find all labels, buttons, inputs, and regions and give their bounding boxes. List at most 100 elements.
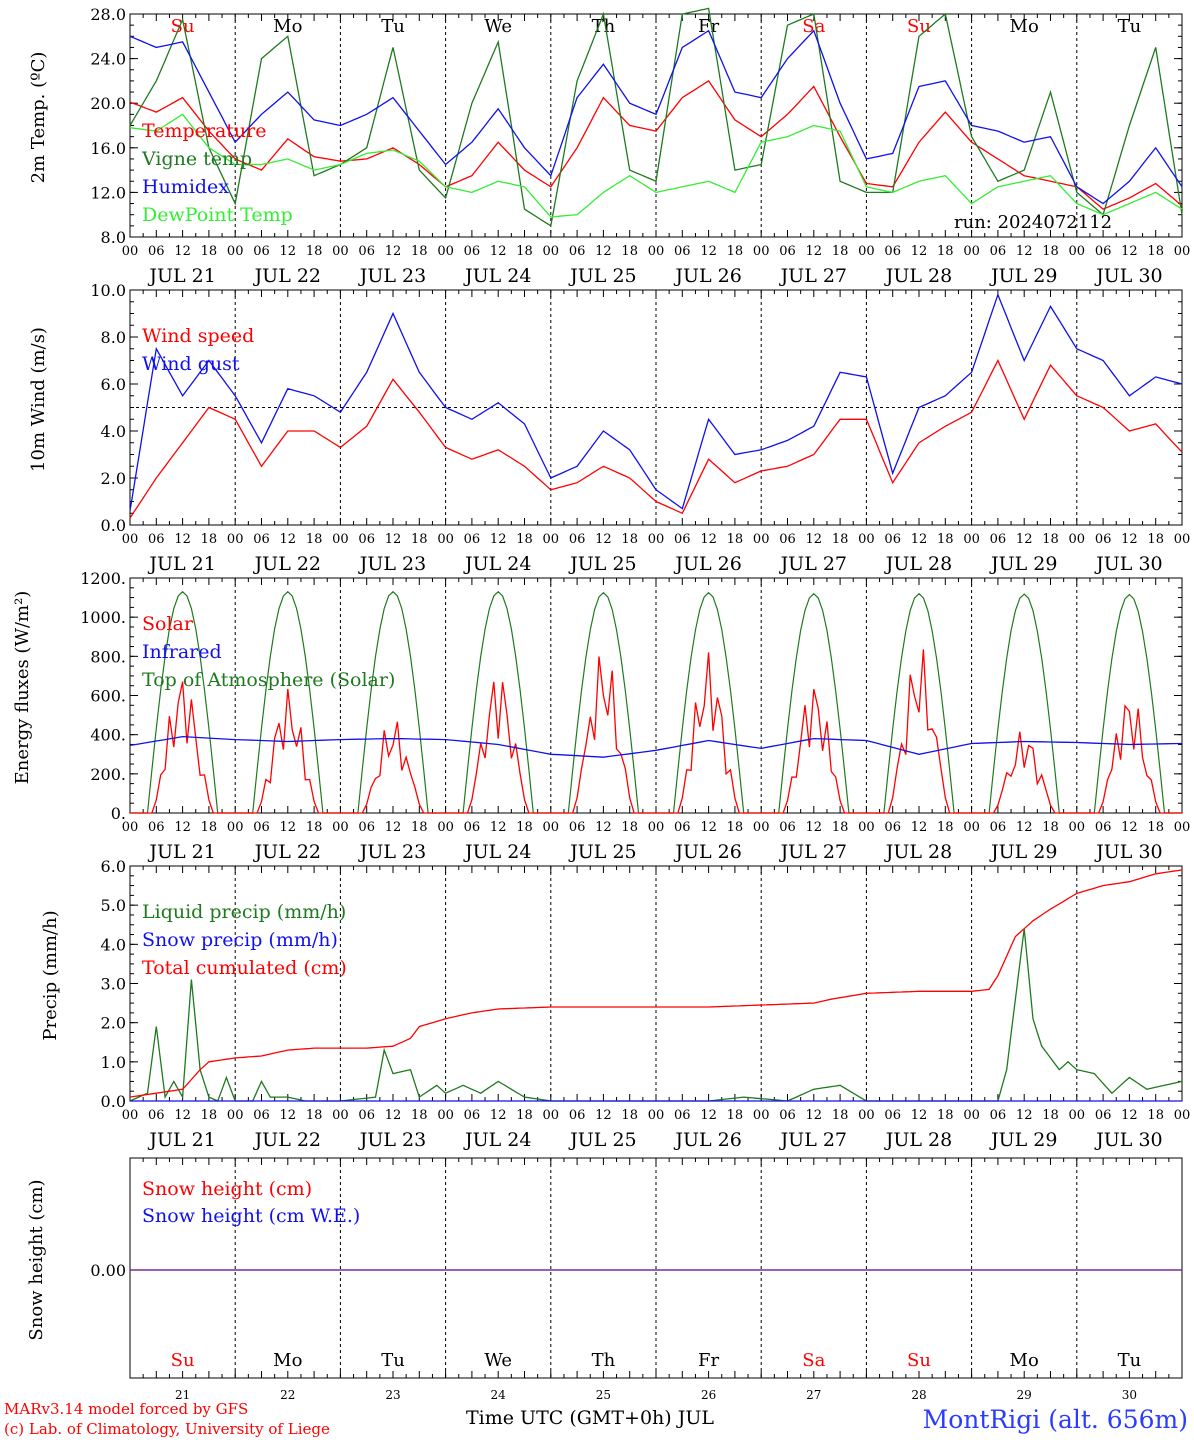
date-label: JUL 26 bbox=[673, 1129, 741, 1151]
hour-tick-label: 18 bbox=[1042, 244, 1059, 259]
hour-tick-label: 18 bbox=[1042, 532, 1059, 547]
y-tick-label: 5.0 bbox=[101, 896, 126, 915]
hour-tick-label: 00 bbox=[858, 244, 875, 259]
hour-tick-label: 12 bbox=[806, 532, 823, 547]
hour-tick-label: 18 bbox=[621, 1108, 638, 1123]
series-wind-gust bbox=[129, 292, 1183, 512]
hour-tick-label: 18 bbox=[727, 1108, 744, 1123]
hour-tick-label: 06 bbox=[148, 1108, 165, 1123]
hour-tick-label: 06 bbox=[674, 1108, 691, 1123]
hour-tick-label: 12 bbox=[911, 244, 928, 259]
y-tick-label: 0. bbox=[111, 804, 126, 823]
hour-tick-label: 00 bbox=[648, 820, 665, 835]
day-number: 22 bbox=[280, 1388, 295, 1402]
hour-tick-label: 12 bbox=[595, 1108, 612, 1123]
hour-tick-label: 06 bbox=[990, 820, 1007, 835]
hour-tick-label: 06 bbox=[253, 244, 270, 259]
hour-tick-label: 06 bbox=[1095, 532, 1112, 547]
hour-tick-label: 00 bbox=[753, 820, 770, 835]
hour-tick-label: 06 bbox=[779, 532, 796, 547]
weekday-label: Th bbox=[592, 1350, 616, 1371]
hour-tick-label: 00 bbox=[227, 820, 244, 835]
day-number: 28 bbox=[911, 1388, 926, 1402]
hour-tick-label: 00 bbox=[332, 1108, 349, 1123]
series-vigne-temp bbox=[129, 7, 1183, 227]
date-label: JUL 22 bbox=[253, 841, 321, 863]
hour-tick-label: 12 bbox=[280, 244, 297, 259]
weekday-label: Su bbox=[171, 1350, 195, 1371]
day-number: 30 bbox=[1122, 1388, 1137, 1402]
hour-tick-label: 06 bbox=[884, 532, 901, 547]
series-dewpoint-temp bbox=[129, 113, 1183, 218]
date-label: JUL 23 bbox=[358, 265, 426, 287]
y-tick-label: 600. bbox=[90, 687, 126, 706]
date-label: JUL 24 bbox=[463, 265, 531, 287]
date-label: JUL 23 bbox=[358, 841, 426, 863]
hour-tick-label: 00 bbox=[227, 1108, 244, 1123]
hour-tick-label: 12 bbox=[490, 244, 507, 259]
hour-tick-label: 00 bbox=[963, 244, 980, 259]
series-liquid-precip-mm-h bbox=[129, 928, 1183, 1102]
hour-tick-label: 00 bbox=[963, 820, 980, 835]
hour-tick-label: 00 bbox=[858, 532, 875, 547]
hour-tick-label: 06 bbox=[464, 244, 481, 259]
station-name: MontRigi (alt. 656m) bbox=[923, 1405, 1188, 1434]
hour-tick-label: 00 bbox=[963, 532, 980, 547]
day-number: 24 bbox=[491, 1388, 507, 1402]
y-tick-label: 0.00 bbox=[90, 1261, 126, 1280]
date-label: JUL 30 bbox=[1094, 553, 1162, 575]
hour-tick-label: 00 bbox=[227, 532, 244, 547]
date-label: JUL 27 bbox=[779, 553, 847, 575]
date-label: JUL 22 bbox=[253, 265, 321, 287]
weekday-label: Sa bbox=[802, 16, 825, 37]
legend-wind-speed: Wind speed bbox=[142, 325, 254, 347]
weekday-label: Mo bbox=[273, 16, 302, 37]
hour-tick-label: 00 bbox=[1069, 244, 1086, 259]
series-wind-speed bbox=[129, 358, 1183, 519]
hour-tick-label: 12 bbox=[700, 820, 717, 835]
hour-tick-label: 06 bbox=[464, 532, 481, 547]
hour-tick-label: 00 bbox=[648, 532, 665, 547]
legend-wind-gust: Wind gust bbox=[142, 353, 240, 375]
hour-tick-label: 12 bbox=[700, 532, 717, 547]
y-tick-label: 400. bbox=[90, 726, 126, 745]
hour-tick-label: 18 bbox=[411, 1108, 428, 1123]
panel-2-ylabel: 10m Wind (m/s) bbox=[28, 327, 49, 472]
hour-tick-label: 00 bbox=[122, 532, 139, 547]
hour-tick-label: 00 bbox=[648, 1108, 665, 1123]
hour-tick-label: 18 bbox=[621, 820, 638, 835]
hour-tick-label: 00 bbox=[1069, 1108, 1086, 1123]
hour-tick-label: 06 bbox=[990, 244, 1007, 259]
hour-tick-label: 00 bbox=[858, 1108, 875, 1123]
day-number: 21 bbox=[175, 1388, 190, 1402]
hour-tick-label: 00 bbox=[858, 820, 875, 835]
y-tick-label: 20.0 bbox=[90, 94, 126, 113]
hour-tick-label: 12 bbox=[806, 244, 823, 259]
hour-tick-label: 06 bbox=[358, 244, 375, 259]
hour-tick-label: 06 bbox=[779, 1108, 796, 1123]
hour-tick-label: 12 bbox=[911, 1108, 928, 1123]
legend-snow-height-cm: Snow height (cm) bbox=[142, 1178, 312, 1200]
date-label: JUL 22 bbox=[253, 1129, 321, 1151]
hour-tick-label: 12 bbox=[174, 820, 191, 835]
hour-tick-label: 18 bbox=[411, 244, 428, 259]
date-label: JUL 21 bbox=[147, 1129, 215, 1151]
series-humidex bbox=[129, 29, 1183, 205]
hour-tick-label: 18 bbox=[201, 820, 218, 835]
hour-tick-label: 00 bbox=[122, 1108, 139, 1123]
hour-tick-label: 12 bbox=[280, 820, 297, 835]
hour-tick-label: 12 bbox=[1016, 1108, 1033, 1123]
hour-tick-label: 18 bbox=[411, 820, 428, 835]
hour-tick-label: 18 bbox=[516, 820, 533, 835]
credit-line-1: MARv3.14 model forced by GFS bbox=[4, 1400, 248, 1418]
hour-tick-label: 06 bbox=[779, 244, 796, 259]
y-tick-label: 3.0 bbox=[101, 975, 126, 994]
hour-tick-label: 00 bbox=[1174, 1108, 1191, 1123]
date-label: JUL 28 bbox=[884, 265, 952, 287]
hour-tick-label: 12 bbox=[1121, 1108, 1138, 1123]
hour-tick-label: 12 bbox=[1016, 244, 1033, 259]
date-label: JUL 28 bbox=[884, 1129, 952, 1151]
hour-tick-label: 00 bbox=[1174, 532, 1191, 547]
weekday-label: Th bbox=[592, 16, 616, 37]
legend-liquid-precip-mm-h: Liquid precip (mm/h) bbox=[142, 901, 346, 923]
